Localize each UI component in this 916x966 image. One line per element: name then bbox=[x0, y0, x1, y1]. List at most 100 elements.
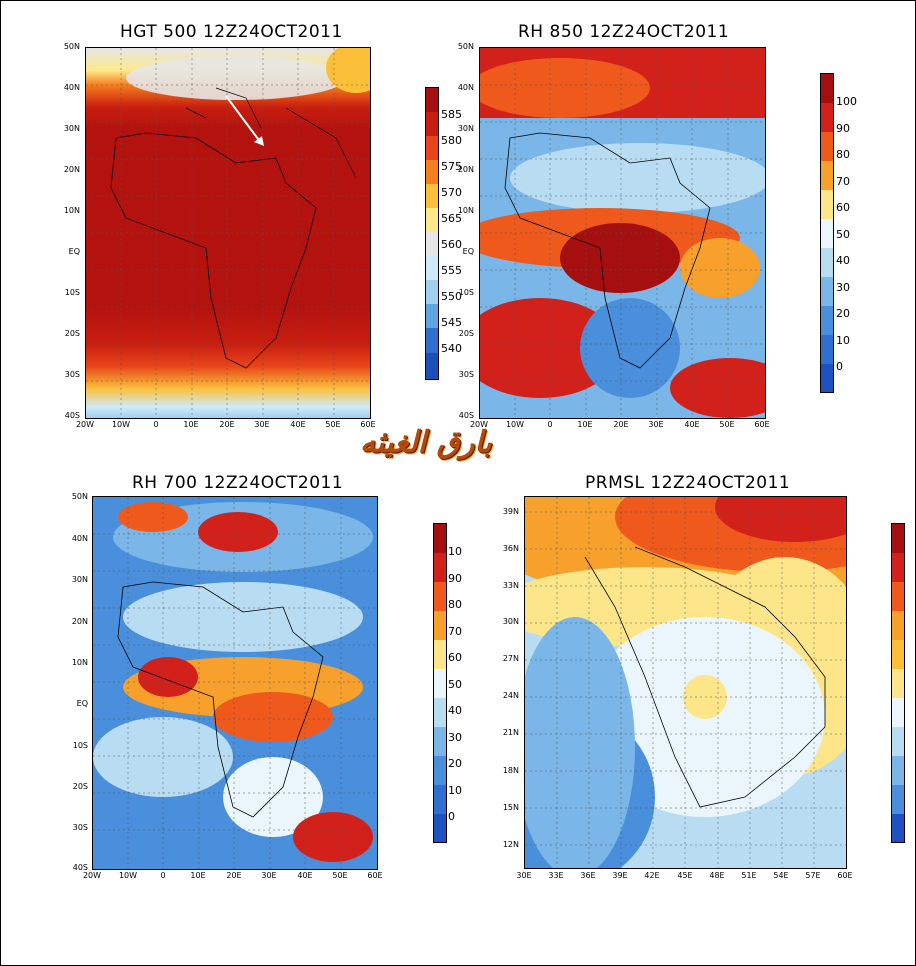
colorbar-label: 0 bbox=[836, 360, 843, 373]
y-label: EQ bbox=[68, 247, 80, 256]
x-label: 45E bbox=[677, 871, 693, 880]
x-label: 20E bbox=[219, 420, 235, 429]
africa-outline bbox=[117, 581, 324, 818]
y-label: 20N bbox=[71, 617, 88, 626]
colorbar-label: 60 bbox=[448, 651, 462, 664]
x-label: 0 bbox=[547, 420, 553, 429]
x-label: 30E bbox=[261, 871, 277, 880]
colorbar-rh700 bbox=[433, 523, 447, 843]
x-label: 36E bbox=[580, 871, 596, 880]
colorbar-label: 580 bbox=[441, 134, 462, 147]
x-label: 60E bbox=[837, 871, 853, 880]
africa-outline bbox=[110, 132, 317, 369]
y-label: 50N bbox=[63, 42, 80, 51]
panel-title: PRMSL 12Z24OCT2011 bbox=[585, 473, 791, 493]
colorbar-label: 10 bbox=[836, 334, 850, 347]
x-label: 33E bbox=[548, 871, 564, 880]
x-label: 20W bbox=[469, 420, 489, 429]
x-label: 10W bbox=[118, 871, 138, 880]
y-label: 30S bbox=[72, 823, 88, 832]
colorbar-label: 560 bbox=[441, 238, 462, 251]
x-label: 30E bbox=[516, 871, 532, 880]
colorbar-label: 90 bbox=[836, 122, 850, 135]
y-label: 21N bbox=[502, 728, 519, 737]
y-label: 40N bbox=[63, 83, 80, 92]
y-label: 30N bbox=[71, 575, 88, 584]
colorbar-label: 10 bbox=[448, 784, 462, 797]
x-label: 10W bbox=[505, 420, 525, 429]
x-label: 30E bbox=[254, 420, 270, 429]
x-label: 60E bbox=[367, 871, 383, 880]
prmsl-field bbox=[525, 497, 846, 868]
colorbar-label: 90 bbox=[448, 572, 462, 585]
colorbar-label: 575 bbox=[441, 160, 462, 173]
map-rh850 bbox=[479, 47, 766, 419]
y-label: 10N bbox=[71, 658, 88, 667]
colorbar-label: 540 bbox=[441, 342, 462, 355]
y-label: 30N bbox=[457, 124, 474, 133]
y-label: 15N bbox=[502, 803, 519, 812]
colorbar-label: 545 bbox=[441, 316, 462, 329]
x-label: 60E bbox=[360, 420, 376, 429]
y-label: 12N bbox=[502, 840, 519, 849]
y-label: 30N bbox=[63, 124, 80, 133]
colorbar-label: 80 bbox=[448, 598, 462, 611]
map-prmsl bbox=[524, 496, 847, 869]
x-label: 54E bbox=[773, 871, 789, 880]
colorbar-rh850 bbox=[820, 73, 834, 393]
colorbar-label: 30 bbox=[448, 731, 462, 744]
arrow-annotation bbox=[225, 95, 262, 144]
colorbar-label: 50 bbox=[448, 678, 462, 691]
x-label: 50E bbox=[719, 420, 735, 429]
panel-title: RH 850 12Z24OCT2011 bbox=[518, 22, 730, 42]
y-label: 18N bbox=[502, 766, 519, 775]
x-label: 42E bbox=[644, 871, 660, 880]
x-label: 30E bbox=[648, 420, 664, 429]
colorbar-label: 50 bbox=[836, 228, 850, 241]
y-label: 20S bbox=[64, 329, 80, 338]
colorbar-prmsl bbox=[891, 523, 905, 843]
x-label: 40E bbox=[297, 871, 313, 880]
x-label: 20W bbox=[82, 871, 102, 880]
y-label: 40S bbox=[64, 411, 80, 420]
rh700-field bbox=[93, 497, 377, 869]
y-label: 40N bbox=[457, 83, 474, 92]
colorbar-label: 0 bbox=[448, 810, 455, 823]
x-label: 60E bbox=[754, 420, 770, 429]
y-label: 20N bbox=[457, 165, 474, 174]
y-label: 27N bbox=[502, 654, 519, 663]
colorbar-label: 70 bbox=[836, 175, 850, 188]
y-label: 10S bbox=[72, 741, 88, 750]
y-label: 20N bbox=[63, 165, 80, 174]
africa-outline bbox=[504, 132, 711, 369]
y-label: 20S bbox=[72, 782, 88, 791]
panel-title: HGT 500 12Z24OCT2011 bbox=[120, 22, 343, 42]
x-label: 10E bbox=[190, 871, 206, 880]
colorbar-label: 80 bbox=[836, 148, 850, 161]
y-label: 10S bbox=[458, 288, 474, 297]
x-label: 20W bbox=[75, 420, 95, 429]
colorbar-label: 70 bbox=[448, 625, 462, 638]
colorbar-label: 40 bbox=[448, 704, 462, 717]
x-label: 20E bbox=[613, 420, 629, 429]
arrow-head-icon bbox=[254, 136, 264, 146]
y-label: 40N bbox=[71, 534, 88, 543]
colorbar-label: 10 bbox=[448, 545, 462, 558]
y-label: 10S bbox=[64, 288, 80, 297]
colorbar-label: 565 bbox=[441, 212, 462, 225]
x-label: 48E bbox=[709, 871, 725, 880]
y-label: 40S bbox=[72, 863, 88, 872]
panel-title: RH 700 12Z24OCT2011 bbox=[132, 473, 344, 493]
map-rh700 bbox=[92, 496, 378, 870]
map-hgt500 bbox=[85, 47, 371, 419]
colorbar-label: 40 bbox=[836, 254, 850, 267]
hgt500-field bbox=[86, 48, 370, 418]
colorbar-label: 555 bbox=[441, 264, 462, 277]
y-label: 30S bbox=[458, 370, 474, 379]
y-label: 24N bbox=[502, 691, 519, 700]
colorbar-hgt500 bbox=[425, 87, 439, 380]
y-label: 50N bbox=[457, 42, 474, 51]
arabia-outline bbox=[584, 546, 826, 808]
x-label: 0 bbox=[153, 420, 159, 429]
x-label: 10E bbox=[183, 420, 199, 429]
